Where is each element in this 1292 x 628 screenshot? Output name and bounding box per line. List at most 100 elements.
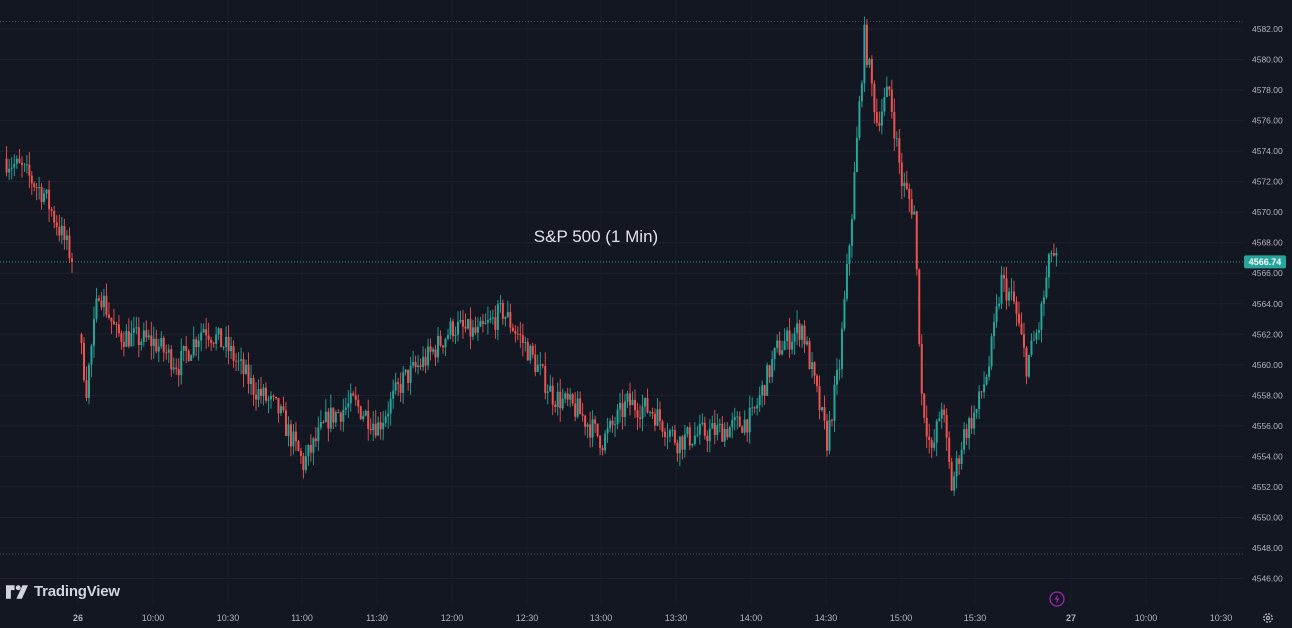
candle-down [18, 158, 21, 163]
tradingview-logo[interactable]: TradingView [6, 583, 120, 600]
lightning-icon[interactable] [1049, 591, 1065, 607]
x-tick-label: 15:00 [890, 613, 913, 623]
candle-down [681, 436, 684, 450]
y-axis[interactable]: 4546.00 4548.00 4550.00 4552.00 4554.00 4556.… [1252, 24, 1283, 584]
candle-down [741, 426, 744, 433]
candle-up [968, 418, 971, 439]
candle-down [910, 199, 913, 215]
candle-up [708, 428, 711, 442]
candle-up [698, 424, 701, 435]
candle-down [185, 345, 188, 351]
candle-up [304, 456, 307, 471]
candle-down [187, 350, 190, 361]
candle-up [576, 398, 579, 417]
x-axis[interactable]: 26 10:00 10:30 11:00 11:30 12:00 12:30 13:00 13:… [73, 613, 1232, 623]
candle-up [417, 365, 420, 368]
candle-up [711, 423, 714, 429]
candle-up [858, 101, 861, 138]
candle-up [476, 326, 479, 333]
candle-down [653, 413, 656, 426]
candle-up [678, 436, 681, 454]
candle-down [621, 402, 624, 417]
candle-down [816, 375, 819, 387]
y-tick-label: 4562.00 [1252, 329, 1283, 339]
candle-up [250, 378, 253, 384]
candle-up [668, 430, 671, 437]
x-tick-label: 10:00 [142, 613, 165, 623]
candle-down [1013, 291, 1015, 302]
candle-down [574, 403, 577, 417]
y-tick-label: 4576.00 [1252, 116, 1283, 126]
candle-up [240, 359, 243, 361]
candle-up [377, 422, 380, 436]
candle-up [87, 364, 90, 399]
candle-down [399, 384, 402, 393]
candle-down [255, 394, 258, 400]
candle-down [274, 396, 277, 399]
candle-down [461, 319, 464, 327]
candle-up [569, 394, 572, 400]
candle-down [928, 436, 931, 441]
candle-down [923, 393, 926, 418]
candle-up [556, 391, 559, 407]
candle-up [1035, 332, 1038, 340]
candle-up [701, 422, 704, 425]
y-tick-label: 4578.00 [1252, 85, 1283, 95]
candle-down [299, 450, 302, 456]
gear-icon[interactable] [1262, 612, 1274, 624]
candle-down [965, 429, 968, 439]
candle-down [898, 138, 901, 163]
candle-up [496, 304, 499, 330]
candle-up [853, 172, 856, 220]
candle-up [561, 398, 564, 409]
candle-up [312, 438, 315, 453]
candle-down [514, 331, 517, 334]
candle-up [935, 420, 938, 443]
candle-up [995, 306, 998, 322]
x-tick-label: 26 [73, 613, 83, 623]
y-tick-label: 4570.00 [1252, 207, 1283, 217]
candle-up [1045, 277, 1048, 298]
candle-down [494, 317, 497, 330]
candle-up [845, 263, 848, 299]
candle-down [584, 415, 587, 427]
candle-down [865, 24, 868, 65]
candle-up [202, 329, 205, 333]
candle-down [53, 210, 56, 223]
candle-down [352, 393, 355, 396]
candle-down [379, 422, 382, 430]
brand-name: TradingView [34, 583, 120, 600]
candle-up [1000, 274, 1003, 304]
candle-up [329, 407, 332, 429]
candle-up [180, 350, 183, 376]
candle-up [806, 341, 809, 345]
candle-up [801, 325, 804, 340]
candle-down [589, 424, 592, 438]
candle-up [983, 384, 986, 393]
candle-up [157, 346, 160, 352]
x-tick-label: 14:00 [740, 613, 763, 623]
candle-down [442, 345, 445, 348]
candle-up [985, 376, 988, 385]
candle-up [955, 458, 958, 477]
candle-up [182, 345, 185, 351]
candle-down [778, 340, 781, 355]
candle-up [319, 422, 322, 428]
candle-up [447, 335, 450, 339]
candle-up [142, 330, 145, 342]
candle-up [491, 317, 494, 319]
candle-down [82, 342, 85, 381]
candle-up [172, 367, 175, 370]
candle-up [606, 428, 609, 434]
candle-up [237, 360, 240, 362]
candle-down [322, 422, 325, 423]
candle-up [716, 424, 719, 436]
candle-down [212, 342, 215, 344]
candle-down [826, 420, 828, 451]
candle-up [718, 423, 721, 425]
candle-up [885, 86, 888, 98]
candle-up [938, 418, 941, 421]
candle-up [731, 420, 734, 428]
